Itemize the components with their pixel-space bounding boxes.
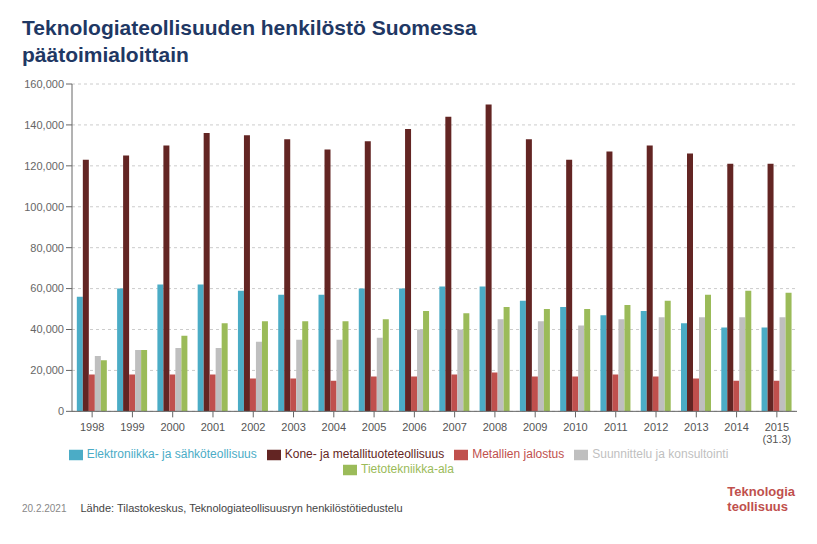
svg-text:2010: 2010: [563, 421, 587, 433]
html-text:Teknologiateollisuuden henkilö: Teknologiateollisuuden henkilöstö Suomes…: [22, 16, 477, 39]
svg-text:2003: 2003: [281, 421, 305, 433]
html-text:päätoimialoittain: päätoimialoittain: [22, 43, 189, 66]
svg-text:1999: 1999: [120, 421, 144, 433]
svg-text:2008: 2008: [483, 421, 507, 433]
html-text:Teknologia: Teknologia: [727, 484, 795, 499]
svg-text:160,000: 160,000: [24, 78, 64, 90]
svg-text:2006: 2006: [402, 421, 426, 433]
html-text:Elektroniikka- ja sähköteollis: Elektroniikka- ja sähköteollisuus: [86, 447, 257, 462]
svg-text:2015(31.3): 2015(31.3): [762, 421, 791, 445]
svg-text:2007: 2007: [442, 421, 466, 433]
svg-text:1998: 1998: [80, 421, 104, 433]
svg-text:60,000: 60,000: [30, 282, 64, 294]
svg-text:2002: 2002: [241, 421, 265, 433]
svg-text:2001: 2001: [201, 421, 225, 433]
svg-text:40,000: 40,000: [30, 323, 64, 335]
svg-text:2014: 2014: [724, 421, 748, 433]
svg-text:20,000: 20,000: [30, 364, 64, 376]
html-text:Metallien jalostus: Metallien jalostus: [472, 447, 565, 462]
svg-text:2011: 2011: [604, 421, 628, 433]
html-text:Kone- ja metallituoteteollisuu: Kone- ja metallituoteteollisuus: [284, 447, 445, 462]
html-text:Lähde: Tilastokeskus, Teknolog: Lähde: Tilastokeskus, Teknologiateollisu…: [80, 502, 403, 514]
html-text:Tietotekniikka-ala: Tietotekniikka-ala: [361, 462, 454, 477]
svg-text:2005: 2005: [362, 421, 386, 433]
svg-text:140,000: 140,000: [24, 119, 64, 131]
svg-text:2013: 2013: [684, 421, 708, 433]
svg-text:120,000: 120,000: [24, 160, 64, 172]
svg-text:80,000: 80,000: [30, 242, 64, 254]
svg-text:2012: 2012: [644, 421, 668, 433]
svg-text:0: 0: [58, 405, 64, 417]
svg-text:2009: 2009: [523, 421, 547, 433]
html-text:teollisuus: teollisuus: [727, 499, 788, 514]
html-text:20.2.2021: 20.2.2021: [22, 503, 67, 514]
svg-text:100,000: 100,000: [24, 201, 64, 213]
svg-text:2004: 2004: [322, 421, 346, 433]
html-text:Suunnittelu ja konsultointi: Suunnittelu ja konsultointi: [592, 447, 729, 462]
svg-text:2000: 2000: [160, 421, 184, 433]
